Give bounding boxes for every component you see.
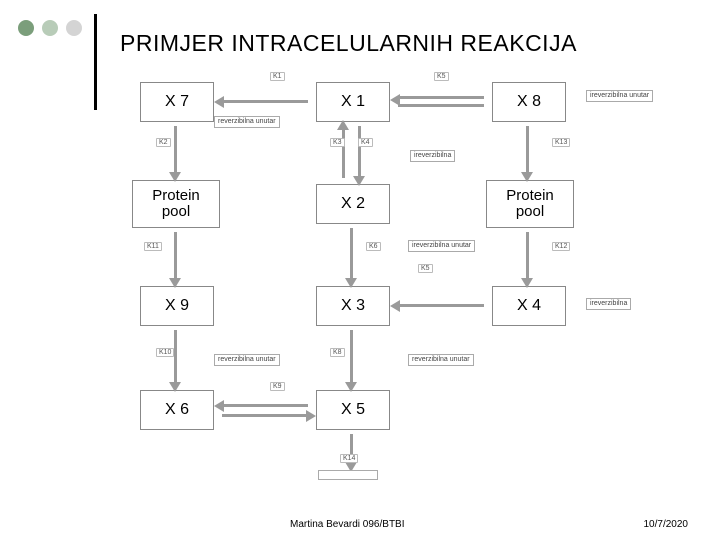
arrowhead-pp1-x9 bbox=[169, 278, 181, 288]
klabel-k11: K11 bbox=[144, 242, 162, 251]
klabel-k6: K6 bbox=[366, 242, 381, 251]
dot-3 bbox=[66, 20, 82, 36]
node-x7: X 7 bbox=[140, 82, 214, 122]
slide-title: PRIMJER INTRACELULARNIH REAKCIJA bbox=[120, 30, 577, 57]
arrow-x3-x5 bbox=[350, 330, 353, 384]
diagram-area: X 7 X 1 X 8 Protein pool X 2 Protein poo… bbox=[110, 64, 700, 494]
klabel-k13: K13 bbox=[552, 138, 570, 147]
tag-bottom bbox=[318, 470, 378, 480]
dot-1 bbox=[18, 20, 34, 36]
arrowhead-pp2-x4 bbox=[521, 278, 533, 288]
arrow-x2-x3 bbox=[350, 228, 353, 280]
node-x4: X 4 bbox=[492, 286, 566, 326]
klabel-k9: K9 bbox=[270, 382, 285, 391]
tag-irrev-right: ireverzibilna bbox=[586, 298, 631, 310]
node-x2: X 2 bbox=[316, 184, 390, 224]
arrow-x6-x5-a bbox=[222, 404, 308, 407]
arrowhead-x4-x3 bbox=[390, 300, 400, 312]
klabel-k4: K4 bbox=[358, 138, 373, 147]
arrow-x1-x7 bbox=[222, 100, 308, 103]
node-x1: X 1 bbox=[316, 82, 390, 122]
tag-rev-1: reverzibilna unutar bbox=[214, 116, 280, 128]
node-protein-pool-right: Protein pool bbox=[486, 180, 574, 228]
arrowhead-x2-x3 bbox=[345, 278, 357, 288]
klabel-k10: K10 bbox=[156, 348, 174, 357]
node-x9: X 9 bbox=[140, 286, 214, 326]
klabel-k3: K3 bbox=[330, 138, 345, 147]
klabel-k12: K12 bbox=[552, 242, 570, 251]
klabel-k14: K14 bbox=[340, 454, 358, 463]
arrow-pp2-x4 bbox=[526, 232, 529, 280]
klabel-k8: K8 bbox=[330, 348, 345, 357]
klabel-k2: K2 bbox=[156, 138, 171, 147]
arrow-x1-x2-b bbox=[358, 126, 361, 178]
arrow-x4-x3 bbox=[398, 304, 484, 307]
bullet-dots bbox=[18, 20, 82, 36]
arrowhead-x1-x2-u bbox=[337, 120, 349, 130]
arrow-pp1-x9 bbox=[174, 232, 177, 280]
node-protein-pool-left: Protein pool bbox=[132, 180, 220, 228]
arrowhead-x8-pp2 bbox=[521, 172, 533, 182]
tag-rev-x3x5: reverzibilna unutar bbox=[408, 354, 474, 366]
footer-date: 10/7/2020 bbox=[644, 519, 689, 530]
title-rule bbox=[94, 14, 97, 110]
klabel-k1: K1 bbox=[270, 72, 285, 81]
klabel-k5b: K5 bbox=[418, 264, 433, 273]
tag-irrev-2: ireverzibilna unutar bbox=[408, 240, 475, 252]
klabel-k5: K5 bbox=[434, 72, 449, 81]
arrow-x6-x5-b bbox=[222, 414, 308, 417]
arrowhead-x6-x5-r bbox=[306, 410, 316, 422]
node-x3: X 3 bbox=[316, 286, 390, 326]
arrow-x8-x1-b bbox=[398, 104, 484, 107]
arrowhead-x1-x7 bbox=[214, 96, 224, 108]
footer-author: Martina Bevardi 096/BTBI bbox=[290, 519, 405, 530]
arrowhead-x3-x5 bbox=[345, 382, 357, 392]
tag-rev-x9x6: reverzibilna unutar bbox=[214, 354, 280, 366]
tag-irrev-mid: ireverzibilna bbox=[410, 150, 455, 162]
dot-2 bbox=[42, 20, 58, 36]
arrow-x9-x6 bbox=[174, 330, 177, 384]
arrowhead-x6-x5-l bbox=[214, 400, 224, 412]
tag-irrev-top-right: ireverzibilna unutar bbox=[586, 90, 653, 102]
arrow-x8-pp2 bbox=[526, 126, 529, 174]
arrowhead-x1-x2-d bbox=[353, 176, 365, 186]
arrowhead-x8-x1 bbox=[390, 94, 400, 106]
node-x6: X 6 bbox=[140, 390, 214, 430]
arrow-x8-x1-a bbox=[398, 96, 484, 99]
node-x5: X 5 bbox=[316, 390, 390, 430]
arrowhead-x9-x6 bbox=[169, 382, 181, 392]
node-x8: X 8 bbox=[492, 82, 566, 122]
arrow-x1-x2-a bbox=[342, 126, 345, 178]
arrow-x7-pp1 bbox=[174, 126, 177, 174]
arrowhead-x7-pp1 bbox=[169, 172, 181, 182]
